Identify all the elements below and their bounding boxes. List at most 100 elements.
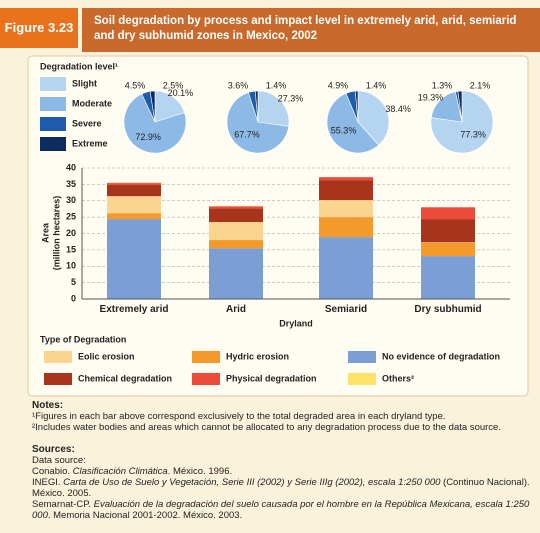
legend-label: Physical degradation xyxy=(226,373,317,383)
bar-segment xyxy=(421,242,475,243)
y-tick-label: 30 xyxy=(66,195,76,205)
bar-segment xyxy=(421,256,475,299)
bar-segment xyxy=(107,185,161,197)
legend-swatch xyxy=(40,117,66,131)
pie-value-label: 72.9% xyxy=(135,132,161,142)
legend-label: Chemical degradation xyxy=(78,373,172,383)
legend-swatch xyxy=(44,373,72,385)
legend-label: Moderate xyxy=(72,98,112,108)
y-tick-label: 10 xyxy=(66,261,76,271)
source-text: Carta de Uso de Suelo y Vegetación, Seri… xyxy=(63,477,441,488)
bar-segment xyxy=(421,219,475,243)
y-tick-label: 20 xyxy=(66,228,76,238)
pie-slice xyxy=(357,90,390,146)
legend-swatch xyxy=(40,97,66,111)
legend-label: No evidence of degradation xyxy=(382,351,500,361)
bar-segment xyxy=(209,240,263,249)
pie-slice xyxy=(254,90,259,123)
bar-segment xyxy=(107,196,161,214)
note: ²Includes water bodies and areas which c… xyxy=(32,422,501,433)
sources-title: Sources: xyxy=(32,444,75,455)
x-tick-label: Dry subhumid xyxy=(414,304,482,315)
y-tick-label: 0 xyxy=(71,293,76,303)
pie-slice xyxy=(226,92,290,154)
bar-segment xyxy=(209,222,263,241)
pie-value-label: 2.5% xyxy=(163,80,184,90)
pie-slice xyxy=(257,90,290,127)
source-line: Semarnat-CP. Evaluación de la degradació… xyxy=(32,499,532,521)
source-text: (Continuo Nacional). México. 2005. xyxy=(32,477,530,499)
legend-swatch xyxy=(40,77,66,91)
y-tick-label: 5 xyxy=(71,277,76,287)
pie-value-label: 4.9% xyxy=(328,80,349,90)
legend-label: Slight xyxy=(72,78,97,88)
x-axis-label: Dryland xyxy=(279,318,313,328)
notes-title: Notes: xyxy=(32,400,64,411)
legend-label: Eolic erosion xyxy=(78,351,135,361)
x-tick-label: Arid xyxy=(226,304,246,315)
pie-slice xyxy=(430,91,463,123)
pie-slice xyxy=(326,93,380,154)
y-tick-label: 25 xyxy=(66,212,76,222)
source-text: Data source: xyxy=(32,455,86,466)
bar-segment xyxy=(107,213,161,220)
pie-legend-title: Degradation level¹ xyxy=(40,61,118,71)
source-text: Evaluación de la degradación del suelo c… xyxy=(32,499,530,521)
source-line: Conabio. Clasificación Climática. México… xyxy=(32,466,532,477)
pie-value-label: 1.3% xyxy=(432,80,453,90)
source-text: Semarnat-CP. xyxy=(32,499,94,510)
legend-swatch xyxy=(192,351,220,363)
x-tick-label: Semiarid xyxy=(324,304,368,315)
notes: Notes: ¹Figures in each bar above corres… xyxy=(32,400,532,433)
pie-value-label: 20.1% xyxy=(168,88,194,98)
pie-slice xyxy=(154,90,185,123)
bar-segment xyxy=(107,219,161,299)
bar-segment xyxy=(319,237,373,299)
bar-segment xyxy=(319,217,373,238)
y-tick-label: 15 xyxy=(66,244,76,254)
legend-swatch xyxy=(40,137,66,151)
note: ¹Figures in each bar above correspond ex… xyxy=(32,411,446,422)
y-tick-label: 35 xyxy=(66,179,76,189)
bar-segment xyxy=(421,242,475,257)
bar-segment xyxy=(421,207,475,220)
figure-number: Figure 3.23 xyxy=(0,8,78,48)
pie-value-label: 4.5% xyxy=(125,80,146,90)
source-text: . México. 1996. xyxy=(167,466,233,477)
legend-label: Others² xyxy=(382,373,414,383)
x-tick-label: Extremely arid xyxy=(99,304,169,315)
pie-slice xyxy=(354,90,359,123)
legend-swatch xyxy=(192,373,220,385)
bar-segment xyxy=(107,182,161,184)
y-tick-label: 40 xyxy=(66,162,76,172)
bar-segment xyxy=(209,248,263,299)
pie-value-label: 27.3% xyxy=(278,93,304,103)
pie-value-label: 67.7% xyxy=(234,129,260,139)
bar-segment xyxy=(107,183,161,186)
legend-label: Extreme xyxy=(72,138,108,148)
legend-label: Severe xyxy=(72,118,102,128)
source-line: Data source: xyxy=(32,455,532,466)
legend-swatch xyxy=(348,373,376,385)
pie-value-label: 1.4% xyxy=(366,80,387,90)
source-text: Conabio. xyxy=(32,466,73,477)
bar-segment xyxy=(209,208,263,223)
pie-slice xyxy=(149,90,156,123)
legend-swatch xyxy=(44,351,72,363)
sources: Sources: Data source: Conabio. Clasificac… xyxy=(32,444,532,521)
bar-segment xyxy=(319,177,373,181)
bar-legend-title: Type of Degradation xyxy=(40,334,126,344)
y-axis-label: Area xyxy=(40,222,50,243)
pie-value-label: 38.4% xyxy=(385,104,411,114)
source-text: . Memoria Nacional 2001-2002. México. 20… xyxy=(47,510,243,521)
pie-value-label: 3.6% xyxy=(228,80,249,90)
legend-label: Hydric erosion xyxy=(226,351,289,361)
source-text: INEGI. xyxy=(32,477,64,488)
pie-slice xyxy=(457,90,463,123)
source-line: INEGI. Carta de Uso de Suelo y Vegetació… xyxy=(32,477,532,499)
bar-segment xyxy=(209,206,263,209)
pie-value-label: 19.3% xyxy=(418,92,444,102)
bar-segment xyxy=(319,180,373,201)
